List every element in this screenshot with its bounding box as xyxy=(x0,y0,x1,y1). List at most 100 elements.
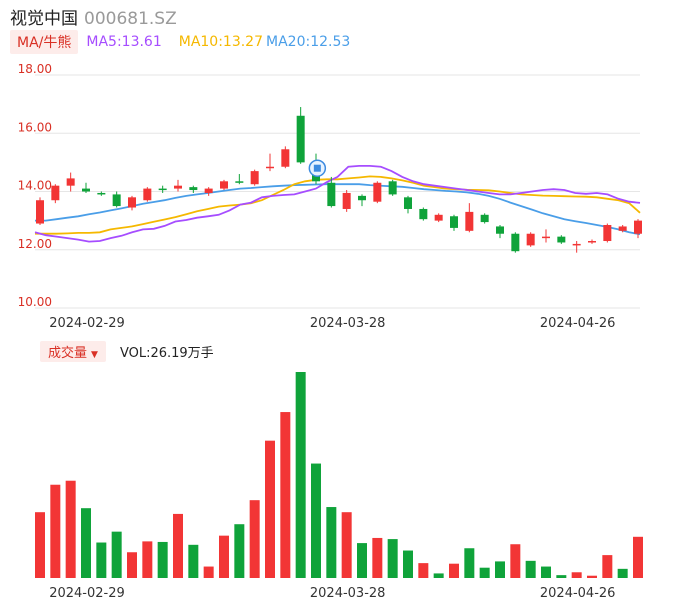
x-tick-label: 2024-04-26 xyxy=(540,316,616,330)
candle xyxy=(128,197,136,208)
volume-bar xyxy=(449,563,459,578)
stock-header: 视觉中国 000681.SZ xyxy=(10,4,177,29)
candle xyxy=(618,226,627,231)
volume-bar xyxy=(571,572,582,578)
volume-bar xyxy=(295,372,306,578)
volume-bar xyxy=(403,550,413,578)
candle xyxy=(419,208,428,220)
volume-bar xyxy=(219,535,229,578)
candle xyxy=(112,194,121,207)
candle xyxy=(373,182,382,202)
candle xyxy=(327,182,336,207)
volume-bar xyxy=(81,508,91,578)
candle xyxy=(496,226,504,234)
candle xyxy=(542,236,550,239)
candle xyxy=(158,188,167,191)
volume-bar xyxy=(234,524,245,578)
volume-value: VOL:26.19万手 xyxy=(119,345,214,361)
volume-legend: 成交量 ▼ VOL:26.19万手 xyxy=(40,340,214,362)
candlestick-chart[interactable]: 18.00 16.00 14.00 12.00 10.00 2024-02-29 2024-… xyxy=(0,0,686,330)
volume-bar xyxy=(372,537,383,578)
volume-bar xyxy=(341,512,352,578)
volume-bar xyxy=(418,563,429,578)
volume-bar xyxy=(617,568,628,578)
volume-toggle-button[interactable]: 成交量 ▼ xyxy=(40,340,106,362)
ma5-line xyxy=(34,165,641,243)
candle xyxy=(634,220,642,234)
volume-bar xyxy=(280,412,291,578)
volume-bar xyxy=(50,484,61,578)
volume-bar xyxy=(556,575,567,578)
ma10-line xyxy=(35,175,641,235)
candle xyxy=(465,211,474,231)
stock-code: 000681.SZ xyxy=(84,9,177,29)
candle xyxy=(220,181,228,189)
volume-bar xyxy=(387,539,398,578)
volume-bar xyxy=(35,512,45,578)
candle xyxy=(572,243,581,246)
candle xyxy=(480,214,489,223)
volume-bar xyxy=(357,543,367,578)
candle xyxy=(66,178,75,186)
candle xyxy=(526,233,535,246)
volume-bar xyxy=(65,480,76,578)
candle xyxy=(281,149,290,167)
volume-bar xyxy=(587,575,597,578)
candle xyxy=(511,233,520,252)
candle xyxy=(250,171,259,185)
stock-name: 视觉中国 xyxy=(10,9,78,29)
candle xyxy=(342,192,351,209)
candle xyxy=(588,241,596,243)
volume-bar xyxy=(541,566,551,578)
ma-toggle-button[interactable]: MA/牛熊 xyxy=(10,30,79,54)
event-marker-glyph xyxy=(313,164,321,172)
volume-bar xyxy=(525,560,536,578)
x-tick-label: 2024-02-29 xyxy=(49,316,125,330)
candle xyxy=(204,188,213,193)
volume-bar xyxy=(510,544,521,578)
volume-bar xyxy=(127,552,137,578)
candle xyxy=(388,181,397,195)
candle xyxy=(174,185,182,189)
y-tick-label: 10.00 xyxy=(18,295,52,309)
volume-bar xyxy=(249,500,260,578)
volume-bar xyxy=(142,541,153,578)
volume-bar xyxy=(157,541,168,578)
candle xyxy=(557,236,566,243)
volume-bar xyxy=(203,566,214,578)
volume-bar xyxy=(311,463,321,578)
volume-bar xyxy=(326,507,337,578)
volume-bar xyxy=(479,567,490,578)
y-tick-label: 14.00 xyxy=(18,179,52,193)
candle xyxy=(36,200,44,224)
volume-toggle-label: 成交量 xyxy=(48,345,88,361)
candle xyxy=(97,192,106,195)
caret-down-icon: ▼ xyxy=(91,349,98,360)
volume-bar xyxy=(188,544,199,578)
volume-bar xyxy=(495,561,505,578)
candle xyxy=(51,185,60,201)
volume-x-tick-label: 2024-03-28 xyxy=(310,586,386,601)
volume-bar xyxy=(173,513,183,578)
volume-bar xyxy=(265,440,275,578)
y-tick-label: 16.00 xyxy=(18,120,52,134)
candle xyxy=(434,214,443,221)
ma-legend: MA/牛熊 MA5:13.61 MA10:13.27 MA20:12.53 xyxy=(10,30,353,54)
x-tick-label: 2024-03-28 xyxy=(310,316,386,330)
candle xyxy=(358,195,366,201)
volume-bar xyxy=(433,573,444,578)
candle xyxy=(296,115,305,163)
ma5-label: MA5:13.61 xyxy=(86,34,162,50)
volume-bar xyxy=(464,548,475,578)
volume-x-tick-label: 2024-02-29 xyxy=(49,586,125,601)
y-tick-label: 18.00 xyxy=(18,62,52,76)
volume-bar xyxy=(633,536,643,578)
y-tick-label: 12.00 xyxy=(18,237,52,251)
candle xyxy=(235,181,244,183)
candle xyxy=(266,166,274,169)
candle xyxy=(450,216,458,228)
candle xyxy=(189,187,198,191)
volume-x-tick-label: 2024-04-26 xyxy=(540,586,616,601)
ma20-label: MA20:12.53 xyxy=(266,34,351,50)
candle xyxy=(143,188,152,201)
